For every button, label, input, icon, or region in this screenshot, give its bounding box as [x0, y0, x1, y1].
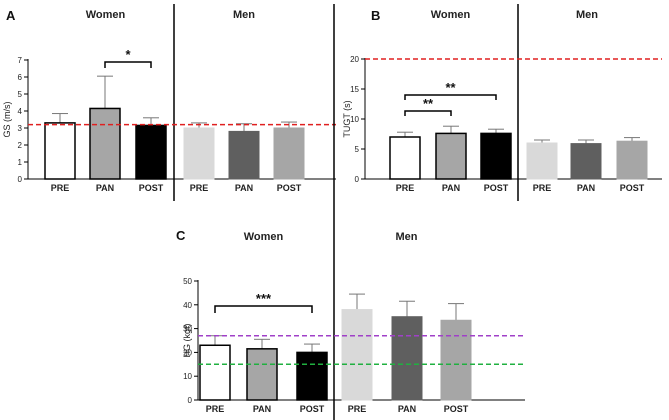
panel-a: A 0 1 2 3 4 5 6 7 GS (m/s) PRE PAN POST Women PRE PAN PO…	[2, 4, 336, 201]
y-tick-label: 15	[350, 85, 359, 94]
significance-marker: **	[445, 80, 456, 95]
bar-men-post	[440, 319, 472, 401]
group-label-women: Women	[244, 231, 284, 243]
panel-letter: C	[176, 228, 186, 243]
panel-b: B 0 5 10 15 20 TUGT (s) PRE PAN POST Women PRE PAN PO…	[342, 4, 662, 201]
significance-marker: ***	[256, 291, 272, 306]
category-label: POST	[139, 183, 164, 193]
bar-women-pre	[44, 122, 76, 180]
category-label: PRE	[51, 183, 70, 193]
y-tick-label: 0	[355, 175, 360, 184]
y-tick-label: 0	[188, 396, 193, 405]
y-axis-label: TUGT (s)	[342, 100, 352, 137]
y-tick-label: 5	[355, 145, 360, 154]
category-label: POST	[277, 183, 302, 193]
y-axis-label: GS (m/s)	[2, 102, 12, 138]
category-label: POST	[620, 183, 645, 193]
significance-marker: **	[423, 96, 434, 111]
bar-men-pre	[526, 142, 558, 180]
bar-men-pan	[391, 316, 423, 401]
category-label: PAN	[235, 183, 253, 193]
y-tick-label: 3	[18, 124, 23, 133]
significance-bracket	[404, 94, 497, 100]
category-label: PAN	[253, 404, 271, 414]
category-label: PRE	[206, 404, 225, 414]
bar-women-post	[135, 124, 167, 180]
y-tick-label: 4	[18, 107, 23, 116]
panel-letter: A	[6, 8, 16, 23]
bar-women-pan	[246, 348, 278, 401]
bar-men-post	[273, 127, 305, 180]
group-label-women: Women	[86, 9, 126, 21]
category-label: PAN	[398, 404, 416, 414]
y-tick-label: 1	[18, 158, 23, 167]
category-label: PRE	[396, 183, 415, 193]
bar-women-post	[296, 351, 328, 401]
significance-marker: *	[125, 47, 131, 62]
y-tick-label: 20	[350, 55, 359, 64]
group-label-women: Women	[431, 9, 471, 21]
category-label: PRE	[190, 183, 209, 193]
significance-bracket	[214, 305, 313, 313]
category-label: PRE	[348, 404, 367, 414]
bar-women-post	[480, 132, 512, 180]
y-tick-label: 20	[183, 348, 192, 357]
bar-men-pre	[183, 127, 215, 180]
y-axis-label: HG (kgf)	[182, 323, 192, 357]
panel-letter: B	[371, 8, 380, 23]
y-tick-label: 30	[183, 325, 192, 334]
category-label: PAN	[442, 183, 460, 193]
category-label: PAN	[577, 183, 595, 193]
bar-men-post	[616, 140, 648, 180]
y-tick-label: 10	[183, 372, 192, 381]
y-tick-label: 5	[18, 90, 23, 99]
bar-men-pre	[341, 309, 373, 401]
group-label-men: Men	[576, 9, 598, 21]
significance-bracket	[404, 110, 452, 116]
y-tick-label: 40	[183, 301, 192, 310]
y-tick-label: 7	[18, 56, 23, 65]
group-label-men: Men	[396, 231, 418, 243]
y-tick-label: 0	[18, 175, 23, 184]
y-tick-label: 50	[183, 277, 192, 286]
bar-men-pan	[228, 130, 260, 180]
y-tick-label: 2	[18, 141, 23, 150]
category-label: PRE	[533, 183, 552, 193]
bar-women-pre	[199, 344, 231, 401]
bar-men-pan	[570, 143, 602, 180]
significance-bracket	[104, 61, 152, 68]
y-tick-label: 10	[350, 115, 359, 124]
category-label: POST	[300, 404, 325, 414]
bar-women-pan	[435, 132, 467, 180]
bar-women-pre	[389, 136, 421, 180]
bar-women-pan	[89, 107, 121, 180]
category-label: PAN	[96, 183, 114, 193]
category-label: POST	[444, 404, 469, 414]
group-label-men: Men	[233, 9, 255, 21]
y-tick-label: 6	[18, 73, 23, 82]
category-label: POST	[484, 183, 509, 193]
